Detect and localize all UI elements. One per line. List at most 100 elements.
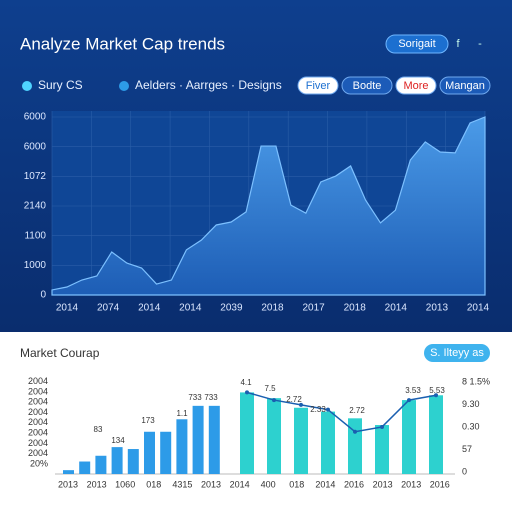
value-label: 1.1 — [176, 409, 188, 418]
filter-label[interactable]: Fiver — [306, 80, 331, 92]
value-label: 5.53 — [429, 386, 445, 395]
legend-label: Aelders · Aarrges · Designs — [135, 78, 282, 92]
y2-tick-label: 8 1.5% — [462, 376, 490, 386]
bar — [294, 407, 308, 474]
y-tick-label: 0 — [40, 290, 46, 301]
line-point — [380, 424, 384, 429]
value-label: 733 — [204, 393, 218, 402]
x-tick-label: 400 — [261, 479, 276, 489]
area — [51, 116, 486, 296]
x-tick-label: 2014 — [315, 479, 335, 489]
value-label: 83 — [94, 425, 103, 434]
filter-button[interactable] — [297, 76, 339, 95]
value-label: 7.5 — [264, 384, 276, 393]
y-tick-label: 2004 — [28, 438, 48, 448]
y-tick-label: 20% — [30, 458, 48, 468]
y-tick-label: 2004 — [28, 417, 48, 427]
x-tick-label: 1060 — [115, 479, 135, 489]
line-point — [434, 393, 438, 398]
value-label: 2.72 — [349, 406, 365, 415]
value-label: 173 — [141, 416, 155, 425]
y-tick-label: 2004 — [28, 448, 48, 458]
filter-label[interactable]: Bodte — [353, 80, 382, 92]
value-label: 2.72 — [286, 395, 302, 404]
x-tick-label: 2016 — [430, 479, 450, 489]
x-tick-label: 2014 — [179, 303, 202, 314]
y-tick-label: 1100 — [24, 230, 46, 241]
bar — [240, 392, 254, 474]
bar — [160, 431, 172, 474]
x-tick-label: 2013 — [58, 479, 78, 489]
line-point — [407, 398, 411, 403]
x-tick-label: 2014 — [56, 303, 79, 314]
bar — [63, 470, 74, 474]
x-tick-label: 2018 — [344, 303, 367, 314]
x-tick-label: 2014 — [138, 303, 161, 314]
bar — [348, 418, 362, 474]
line-point — [326, 407, 330, 412]
x-tick-label: 2013 — [87, 479, 107, 489]
value-label: 134 — [111, 436, 125, 445]
button[interactable] — [385, 34, 449, 54]
y2-tick-label: 9.30 — [462, 399, 480, 409]
x-tick-label: 2018 — [261, 303, 284, 314]
y2-tick-label: 57 — [462, 444, 472, 454]
filter-button[interactable] — [341, 76, 393, 95]
legend-dot — [22, 81, 32, 91]
x-tick-label: 2013 — [201, 479, 221, 489]
y-tick-label: 2004 — [28, 407, 48, 417]
y-tick-label: 2004 — [28, 386, 48, 396]
x-tick-label: 2013 — [426, 303, 449, 314]
line-point — [272, 398, 276, 403]
x-tick-label: 2014 — [230, 479, 250, 489]
button-label[interactable]: - — [478, 38, 482, 50]
legend-label: Sury CS — [38, 78, 83, 92]
y-tick-label: 2004 — [28, 397, 48, 407]
filter-button[interactable] — [439, 76, 491, 95]
x-tick-label: 2014 — [385, 303, 408, 314]
filter-button[interactable] — [395, 76, 437, 95]
bar — [375, 425, 389, 474]
y-tick-label: 6000 — [24, 141, 47, 152]
header-buttons: Sorigait f - — [385, 34, 482, 54]
x-tick-label: 4315 — [172, 479, 192, 489]
button-label[interactable]: S. Ilteyy as — [430, 347, 484, 359]
y-tick-label: 1000 — [24, 260, 47, 271]
button-label[interactable]: Sorigait — [398, 38, 435, 50]
filter-label[interactable]: Mangan — [445, 80, 485, 92]
value-label: 733 — [188, 393, 202, 402]
bar — [208, 405, 220, 474]
bar — [79, 461, 91, 474]
x-tick-label: 2016 — [344, 479, 364, 489]
x-tick-label: 2017 — [302, 303, 325, 314]
x-tick-label: 2014 — [467, 303, 490, 314]
line-point — [245, 390, 249, 395]
button[interactable] — [424, 344, 490, 362]
x-tick-label: 2074 — [97, 303, 120, 314]
y-tick-label: 2140 — [24, 201, 47, 212]
x-tick-label: 2039 — [220, 303, 243, 314]
line-point — [299, 402, 303, 407]
section-title: Market Courap — [20, 346, 100, 360]
title: Analyze Market Cap trends — [20, 34, 225, 53]
value-label: 4.1 — [240, 378, 252, 387]
y-tick-label: 6000 — [24, 112, 47, 123]
x-tick-label: 2013 — [373, 479, 393, 489]
bar — [176, 419, 188, 474]
filter-label[interactable]: More — [403, 80, 428, 92]
button-label[interactable]: f — [456, 38, 460, 50]
bar — [267, 398, 281, 474]
x-tick-label: 018 — [289, 479, 304, 489]
line-point — [353, 429, 357, 434]
bar — [127, 449, 139, 474]
x-tick-label: 018 — [146, 479, 161, 489]
bar — [95, 455, 107, 474]
bar — [402, 400, 416, 474]
y-tick-label: 2004 — [28, 427, 48, 437]
value-label: 2.33 — [310, 405, 326, 414]
bar — [192, 405, 204, 474]
bar — [429, 395, 443, 474]
y2-tick-label: 0 — [462, 466, 467, 476]
y2-tick-label: 0.30 — [462, 421, 480, 431]
